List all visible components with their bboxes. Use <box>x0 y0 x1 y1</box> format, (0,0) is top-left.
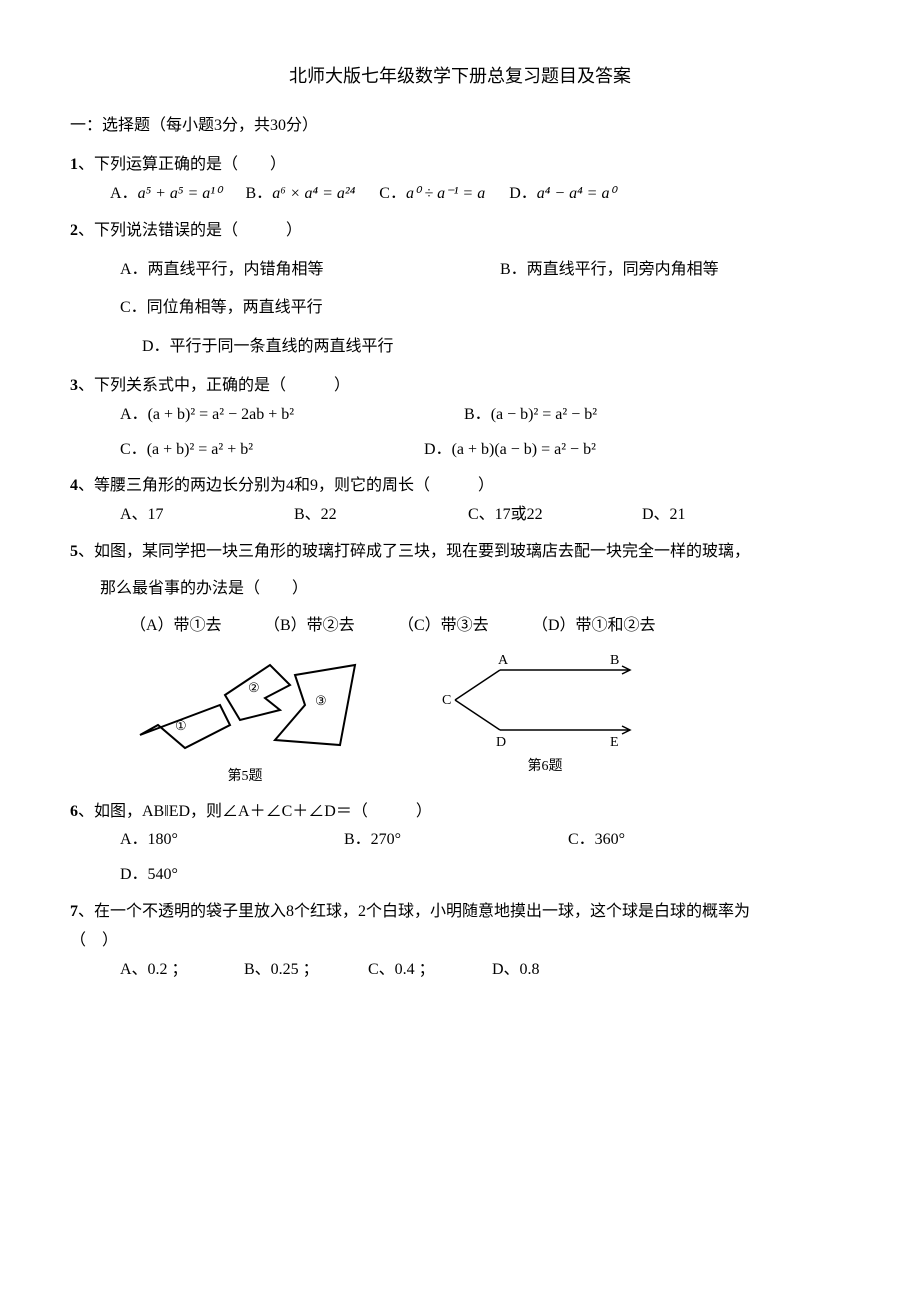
q7-option-b: B、0.25 ； <box>244 956 364 985</box>
q3-options-row1: A．(a + b)² = a² − 2ab + b² B．(a − b)² = … <box>70 401 850 430</box>
q5-stem-line2: 那么最省事的办法是（ ） <box>70 575 850 604</box>
fig5-piece-3-label: ③ <box>315 693 327 708</box>
q6-option-d: D．540° <box>120 861 850 890</box>
q6-stem: 、如图，AB‖ED，则∠A＋∠C＋∠D＝（ ） <box>78 803 432 820</box>
q3-number: 3 <box>70 377 78 394</box>
q5-option-a: （A）带①去 <box>130 612 260 641</box>
q1-options: A．a⁵ + a⁵ = a¹⁰ B．a⁶ × a⁴ = a²⁴ C．a⁰ ÷ a… <box>70 180 850 209</box>
fig5-piece-2-label: ② <box>248 680 260 695</box>
q3-expr-d: (a + b)(a − b) = a² − b² <box>452 441 596 458</box>
q7-option-c: C、0.4 ； <box>368 956 488 985</box>
q5-options: （A）带①去 （B）带②去 （C）带③去 （D）带①和②去 <box>70 612 850 641</box>
section-1-header: 一：选择题（每小题3分，共30分） <box>70 112 850 141</box>
document-title: 北师大版七年级数学下册总复习题目及答案 <box>70 60 850 92</box>
question-5: 5、如图，某同学把一块三角形的玻璃打碎成了三块，现在要到玻璃店去配一块完全一样的… <box>70 538 850 790</box>
q3-option-b: B．(a − b)² = a² − b² <box>464 401 804 430</box>
q1-option-b: B．a⁶ × a⁴ = a²⁴ <box>246 180 356 209</box>
q4-stem: 、等腰三角形的两边长分别为4和9，则它的周长（ ） <box>78 477 494 494</box>
q3-expr-a: (a + b)² = a² − 2ab + b² <box>148 406 294 423</box>
q7-number: 7 <box>70 903 78 920</box>
question-7: 7、在一个不透明的袋子里放入8个红球，2个白球，小明随意地摸出一球，这个球是白球… <box>70 898 850 984</box>
q3-expr-b: (a − b)² = a² − b² <box>491 406 597 423</box>
q1-option-c: C．a⁰ ÷ a⁻¹ = a <box>379 180 485 209</box>
q1-expr-d: a⁴ − a⁴ = a⁰ <box>537 185 616 202</box>
q6-option-b: B．270° <box>344 826 564 855</box>
q2-option-b: B．两直线平行，同旁内角相等 <box>500 256 719 285</box>
figure-5: ① ② ③ 第5题 <box>130 650 360 789</box>
figures-row: ① ② ③ 第5题 A B C D <box>70 650 850 789</box>
q5-stem-line1: 、如图，某同学把一块三角形的玻璃打碎成了三块，现在要到玻璃店去配一块完全一样的玻… <box>78 543 750 560</box>
q6-number: 6 <box>70 803 78 820</box>
q7-options: A、0.2 ； B、0.25 ； C、0.4 ； D、0.8 <box>70 956 850 985</box>
q6-option-c: C．360° <box>568 826 788 855</box>
figure-5-caption: 第5题 <box>228 764 263 789</box>
q3-expr-c: (a + b)² = a² + b² <box>147 441 253 458</box>
fig6-label-a: A <box>498 653 509 668</box>
q1-option-a: A．a⁵ + a⁵ = a¹⁰ <box>110 180 222 209</box>
q3-option-d: D．(a + b)(a − b) = a² − b² <box>424 436 764 465</box>
q7-option-d: D、0.8 <box>492 956 612 985</box>
q4-option-b: B、22 <box>294 501 464 530</box>
q6-option-a: A．180° <box>120 826 340 855</box>
q3-option-c: C．(a + b)² = a² + b² <box>120 436 420 465</box>
q4-option-a: A、17 <box>120 501 290 530</box>
question-3: 3、下列关系式中，正确的是（ ） A．(a + b)² = a² − 2ab +… <box>70 372 850 464</box>
fig6-label-e: E <box>610 735 619 750</box>
q5-option-b: （B）带②去 <box>264 612 394 641</box>
figure-6-svg: A B C D E <box>440 650 650 750</box>
figure-6-caption: 第6题 <box>528 754 563 779</box>
fig6-label-c: C <box>442 693 451 708</box>
q4-option-c: C、17或22 <box>468 501 638 530</box>
q3-option-a: A．(a + b)² = a² − 2ab + b² <box>120 401 460 430</box>
question-6: 6、如图，AB‖ED，则∠A＋∠C＋∠D＝（ ） A．180° B．270° C… <box>70 798 850 890</box>
q7-stem-b: （ ） <box>70 927 850 956</box>
q3-options-row2: C．(a + b)² = a² + b² D．(a + b)(a − b) = … <box>70 436 850 465</box>
fig5-piece-1-label: ① <box>175 718 187 733</box>
figure-6: A B C D E 第6题 <box>440 650 650 779</box>
q5-option-d: （D）带①和②去 <box>532 612 692 641</box>
q5-number: 5 <box>70 543 78 560</box>
question-4: 4、等腰三角形的两边长分别为4和9，则它的周长（ ） A、17 B、22 C、1… <box>70 472 850 530</box>
q7-option-a: A、0.2 ； <box>120 956 240 985</box>
q1-option-d: D．a⁴ − a⁴ = a⁰ <box>509 180 616 209</box>
q1-expr-b: a⁶ × a⁴ = a²⁴ <box>272 185 355 202</box>
q3-stem: 、下列关系式中，正确的是（ ） <box>78 377 350 394</box>
q2-number: 2 <box>70 222 78 239</box>
q1-expr-c: a⁰ ÷ a⁻¹ = a <box>406 185 485 202</box>
q4-option-d: D、21 <box>642 501 812 530</box>
figure-5-svg: ① ② ③ <box>130 650 360 760</box>
q2-options: A．两直线平行，内错角相等 B．两直线平行，同旁内角相等 C．同位角相等，两直线… <box>70 256 850 362</box>
q1-number: 1 <box>70 156 78 173</box>
fig6-label-b: B <box>610 653 619 668</box>
q2-option-c: C．同位角相等，两直线平行 <box>120 299 323 316</box>
q2-option-a: A．两直线平行，内错角相等 <box>120 256 500 285</box>
q7-stem-a: 、在一个不透明的袋子里放入8个红球，2个白球，小明随意地摸出一球，这个球是白球的… <box>78 903 750 920</box>
q1-stem: 、下列运算正确的是（ ） <box>78 156 286 173</box>
question-2: 2、下列说法错误的是（ ） A．两直线平行，内错角相等 B．两直线平行，同旁内角… <box>70 217 850 362</box>
q1-expr-a: a⁵ + a⁵ = a¹⁰ <box>138 185 222 202</box>
q4-number: 4 <box>70 477 78 494</box>
question-1: 1、下列运算正确的是（ ） A．a⁵ + a⁵ = a¹⁰ B．a⁶ × a⁴ … <box>70 151 850 209</box>
q2-option-d: D．平行于同一条直线的两直线平行 <box>142 338 394 355</box>
fig6-label-d: D <box>496 735 506 750</box>
q2-stem: 、下列说法错误的是（ ） <box>78 222 302 239</box>
q4-options: A、17 B、22 C、17或22 D、21 <box>70 501 850 530</box>
q6-options: A．180° B．270° C．360° D．540° <box>70 826 850 890</box>
q5-option-c: （C）带③去 <box>398 612 528 641</box>
